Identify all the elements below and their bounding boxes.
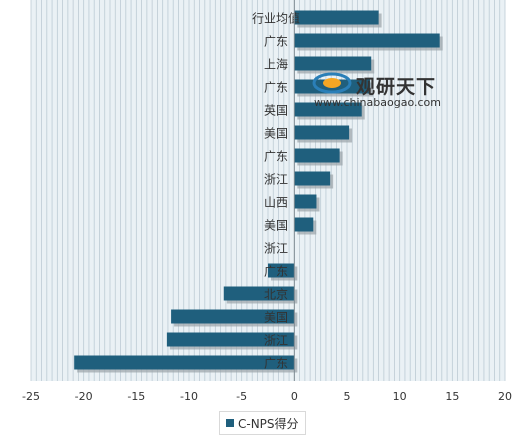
x-tick-label: 5 <box>344 390 351 403</box>
category-label: 英国 <box>264 104 288 118</box>
bar <box>294 10 379 25</box>
x-tick-label: -15 <box>127 390 145 403</box>
category-label: 美国 <box>264 311 288 325</box>
watermark: 观研天下 www.chinabaogao.com <box>312 70 462 114</box>
watermark-brand: 观研天下 <box>356 76 437 98</box>
bar <box>294 56 372 71</box>
bar <box>294 102 362 117</box>
category-label: 广东 <box>264 35 288 49</box>
x-tick-label: 10 <box>393 390 407 403</box>
category-label: 上海 <box>264 57 288 72</box>
category-label: 浙江 <box>264 173 288 187</box>
watermark-logo-icon <box>312 72 352 94</box>
category-label: 美国 <box>264 219 288 233</box>
category-label: 美国 <box>264 127 288 141</box>
legend-swatch <box>226 419 234 427</box>
x-tick-label: 20 <box>498 390 512 403</box>
bar <box>294 148 340 163</box>
bar <box>223 286 295 301</box>
bar <box>294 171 331 186</box>
category-label: 浙江 <box>264 334 288 348</box>
category-label: 广东 <box>264 357 288 371</box>
bar <box>171 309 295 324</box>
legend: C-NPS得分 <box>219 411 306 435</box>
x-tick-label: -10 <box>180 390 198 403</box>
bar <box>294 125 350 140</box>
bar <box>166 332 295 347</box>
bar <box>268 263 295 278</box>
watermark-url: www.chinabaogao.com <box>314 96 441 109</box>
x-tick-label: 15 <box>445 390 459 403</box>
bar <box>294 33 440 48</box>
x-tick-label: 0 <box>291 390 298 403</box>
category-label: 山西 <box>264 196 288 210</box>
category-label: 广东 <box>264 265 288 279</box>
category-label: 广东 <box>264 150 288 164</box>
bar <box>294 217 314 232</box>
x-tick-label: -25 <box>22 390 40 403</box>
x-tick-label: -5 <box>236 390 247 403</box>
x-tick-label: -20 <box>75 390 93 403</box>
bar <box>294 194 317 209</box>
legend-label: C-NPS得分 <box>238 416 299 431</box>
bar <box>74 355 295 370</box>
category-label: 广东 <box>264 81 288 95</box>
category-label: 北京 <box>264 288 288 302</box>
category-label: 行业均值 <box>252 11 300 26</box>
category-label: 浙江 <box>264 242 288 256</box>
